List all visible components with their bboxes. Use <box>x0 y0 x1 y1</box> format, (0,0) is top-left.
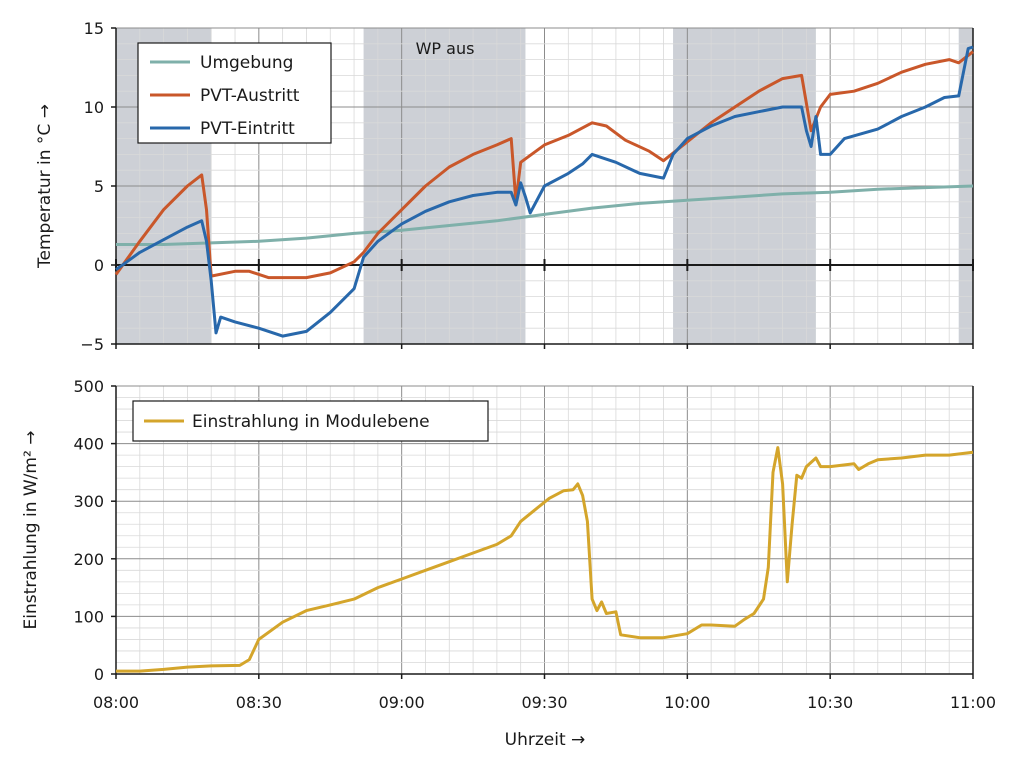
irr-y-tick-label: 200 <box>73 550 104 569</box>
irr-y-tick-label: 400 <box>73 435 104 454</box>
temp-series-line-umgebung <box>116 184 974 246</box>
x-tick-label: 10:30 <box>807 693 853 712</box>
temp-y-tick-label: 10 <box>84 98 104 117</box>
temp-y-tick-label: 5 <box>94 177 104 196</box>
x-tick-label: 08:00 <box>93 693 139 712</box>
irr-legend-label: Einstrahlung in Modulebene <box>192 412 430 432</box>
x-tick-label: 10:00 <box>664 693 710 712</box>
x-tick-label: 09:30 <box>521 693 567 712</box>
irr-y-tick-label: 300 <box>73 492 104 511</box>
x-tick-label: 09:00 <box>379 693 425 712</box>
temp-y-tick-label: −5 <box>80 335 104 354</box>
temp-legend-label: PVT-Austritt <box>200 86 300 106</box>
temp-legend-label: PVT-Eintritt <box>200 119 295 139</box>
irr-legend-box <box>132 400 489 442</box>
irr-y-tick-label: 0 <box>94 665 104 684</box>
irr-y-tick-label: 100 <box>73 607 104 626</box>
irr-y-tick-label: 500 <box>73 377 104 396</box>
x-tick-label: 11:00 <box>950 693 996 712</box>
x-tick-label: 08:30 <box>236 693 282 712</box>
irradiance-chart: 0 100 200 300 400 500 Einstrahlung in W/m² → Ei… <box>21 377 974 684</box>
wp-aus-annotation: WP aus <box>416 39 475 58</box>
shared-axis-elements: 08:00 08:30 09:00 09:30 10:00 10:30 11:00 Uhrze… <box>93 693 996 750</box>
temp-legend-label: Umgebung <box>200 53 293 73</box>
temp-y-axis-title: Temperatur in °C → <box>35 104 55 269</box>
temperature-chart: −5 0 5 10 15 Temperatur in °C → WP aus Umgebung… <box>35 19 974 354</box>
irr-y-axis-title: Einstrahlung in W/m² → <box>21 431 41 630</box>
temp-y-tick-label: 15 <box>84 19 104 38</box>
irr-series-line-einstrahlung-in-modulebene <box>116 446 974 673</box>
temp-legend: Umgebung PVT-Austritt PVT-Eintritt <box>137 42 332 144</box>
temp-series-line-pvt-austritt <box>114 50 974 280</box>
x-axis-title: Uhrzeit → <box>505 730 586 750</box>
temp-series-line-pvt-eintritt <box>115 45 974 338</box>
irr-legend: Einstrahlung in Modulebene <box>132 400 489 442</box>
temp-y-tick-label: 0 <box>94 256 104 275</box>
temp-legend-box <box>137 42 332 144</box>
